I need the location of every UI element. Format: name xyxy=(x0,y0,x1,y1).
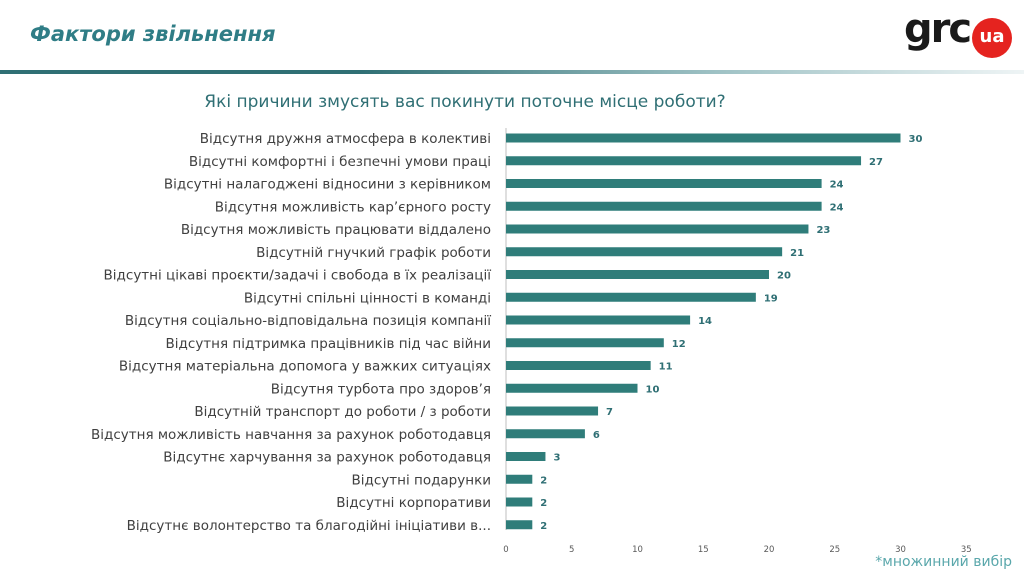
value-label: 23 xyxy=(816,225,830,236)
bar xyxy=(506,520,533,530)
bar xyxy=(506,383,638,393)
logo-text: grc xyxy=(904,6,972,52)
bar xyxy=(506,292,756,302)
bar xyxy=(506,497,533,507)
x-tick-label: 10 xyxy=(632,545,643,555)
value-label: 10 xyxy=(646,384,660,395)
x-tick-label: 15 xyxy=(698,545,709,555)
value-label: 24 xyxy=(830,180,844,191)
footnote: *множинний вибір xyxy=(875,554,1012,570)
bar xyxy=(506,224,809,234)
bar xyxy=(506,406,599,416)
value-label: 20 xyxy=(777,271,791,282)
category-label: Відсутня дружня атмосфера в колективі xyxy=(200,131,491,147)
bar xyxy=(506,361,651,370)
value-label: 2 xyxy=(540,521,547,532)
grc-ua-logo: grc ua xyxy=(904,6,1014,60)
bar xyxy=(506,270,769,279)
category-label: Відсутні корпоративи xyxy=(336,495,491,511)
x-tick-label: 5 xyxy=(569,545,574,555)
bar xyxy=(506,338,664,348)
value-label: 14 xyxy=(698,316,712,327)
x-tick-label: 0 xyxy=(503,545,508,555)
value-label: 2 xyxy=(540,498,547,509)
category-label: Відсутні налагоджені відносини з керівни… xyxy=(164,177,491,193)
value-label: 3 xyxy=(553,453,560,464)
value-label: 11 xyxy=(659,362,673,373)
category-label: Відсутні подарунки xyxy=(352,472,492,488)
category-label: Відсутнє харчування за рахунок роботодав… xyxy=(163,450,491,466)
category-label: Відсутній транспорт до роботи / з роботи xyxy=(194,404,491,420)
bar xyxy=(506,179,822,188)
bar xyxy=(506,452,546,461)
bar xyxy=(506,201,822,211)
bar xyxy=(506,247,783,257)
value-label: 19 xyxy=(764,293,778,304)
value-label: 12 xyxy=(672,339,686,350)
value-label: 6 xyxy=(593,430,600,441)
header-divider xyxy=(0,70,1024,74)
category-label: Відсутня матеріальна допомога у важких с… xyxy=(119,359,491,375)
value-label: 7 xyxy=(606,407,613,418)
value-label: 21 xyxy=(790,248,804,259)
bar xyxy=(506,474,533,484)
logo-badge: ua xyxy=(972,18,1012,58)
category-label: Відсутні комфортні і безпечні умови прац… xyxy=(189,154,491,170)
category-label: Відсутня соціально-відповідальна позиція… xyxy=(125,313,491,329)
bar xyxy=(506,429,585,439)
category-label: Відсутня можливість навчання за рахунок … xyxy=(91,427,491,443)
value-label: 2 xyxy=(540,475,547,486)
x-tick-label: 30 xyxy=(895,545,906,555)
bar xyxy=(506,315,691,325)
category-label: Відсутній гнучкий графік роботи xyxy=(256,245,491,261)
category-label: Відсутня турбота про здоров’я xyxy=(271,381,491,397)
x-tick-label: 20 xyxy=(764,545,775,555)
category-label: Відсутні цікаві проєкти/задачі і свобода… xyxy=(104,268,492,284)
x-tick-label: 25 xyxy=(829,545,840,555)
bar xyxy=(506,133,901,143)
category-label: Відсутня можливість працювати віддалено xyxy=(181,222,491,238)
category-label: Відсутні спільні цінності в команді xyxy=(244,290,491,306)
chart-title: Які причини змусять вас покинути поточне… xyxy=(204,92,726,112)
category-label: Відсутня можливість кар’єрного росту xyxy=(215,199,491,215)
category-label: Відсутня підтримка працівників під час в… xyxy=(166,336,491,352)
category-label: Відсутнє волонтерство та благодійні ініц… xyxy=(127,518,491,534)
value-label: 30 xyxy=(909,134,923,145)
x-tick-label: 35 xyxy=(961,545,972,555)
bar xyxy=(506,156,862,166)
value-label: 27 xyxy=(869,157,883,168)
value-label: 24 xyxy=(830,202,844,213)
page-title: Фактори звільнення xyxy=(30,22,276,46)
